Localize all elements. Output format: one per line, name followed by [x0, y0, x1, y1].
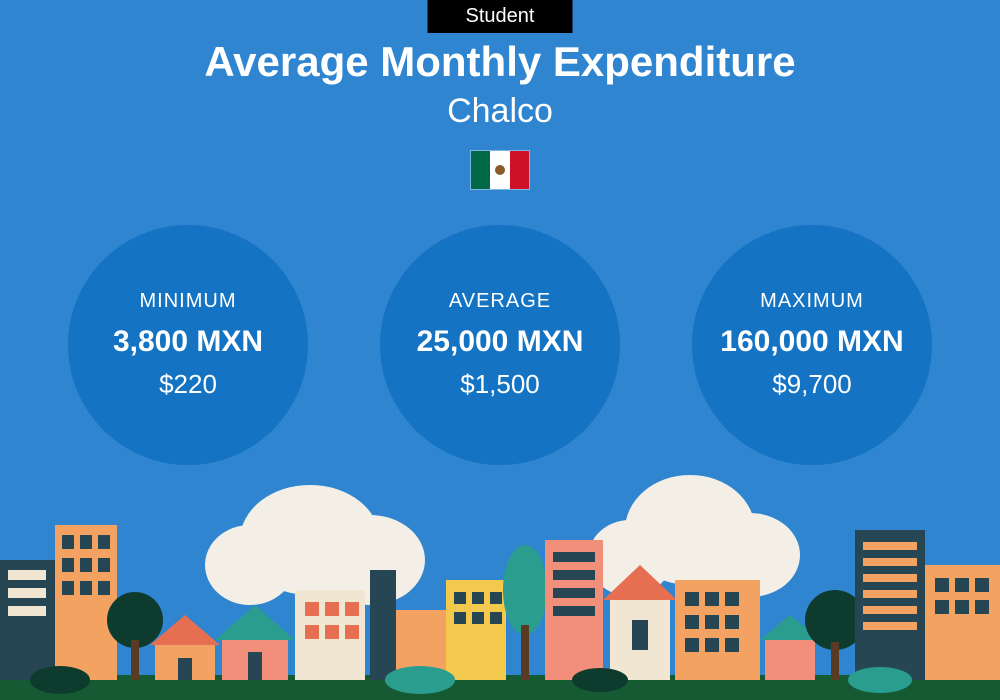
- mexico-flag-icon: [470, 150, 530, 190]
- stat-label: MINIMUM: [140, 290, 237, 313]
- stat-label: AVERAGE: [449, 290, 551, 313]
- stats-row: MINIMUM 3,800 MXN $220 AVERAGE 25,000 MX…: [0, 225, 1000, 465]
- flag-stripe-white: [490, 151, 509, 189]
- location-subtitle: Chalco: [0, 92, 1000, 131]
- stat-main-value: 160,000 MXN: [720, 325, 903, 359]
- stat-circle-average: AVERAGE 25,000 MXN $1,500: [380, 225, 620, 465]
- flag-stripe-green: [471, 151, 490, 189]
- flag-stripe-red: [510, 151, 529, 189]
- badge-label: Student: [466, 5, 535, 27]
- stat-main-value: 3,800 MXN: [113, 325, 263, 359]
- category-badge: Student: [428, 0, 573, 33]
- stat-sub-value: $1,500: [460, 369, 540, 400]
- stat-main-value: 25,000 MXN: [417, 325, 584, 359]
- stat-sub-value: $9,700: [772, 369, 852, 400]
- page-title: Average Monthly Expenditure: [0, 38, 1000, 86]
- stat-circle-maximum: MAXIMUM 160,000 MXN $9,700: [692, 225, 932, 465]
- stat-circle-minimum: MINIMUM 3,800 MXN $220: [68, 225, 308, 465]
- stat-sub-value: $220: [159, 369, 217, 400]
- cityscape-illustration: [0, 470, 1000, 700]
- stat-label: MAXIMUM: [760, 290, 864, 313]
